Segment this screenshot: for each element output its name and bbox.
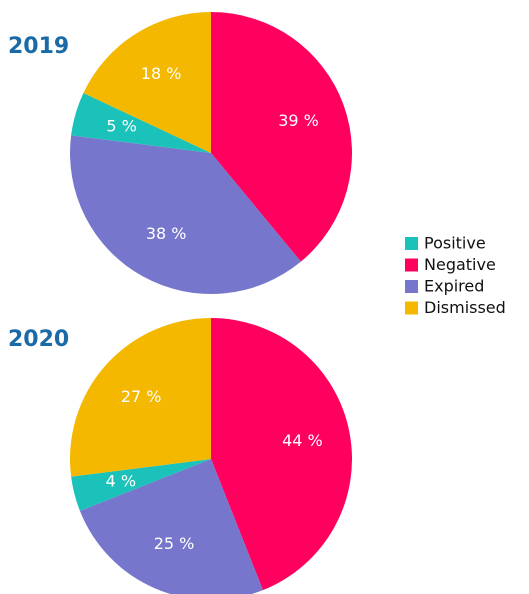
chart-title: 2019 bbox=[8, 34, 69, 59]
legend-label: Positive bbox=[424, 234, 486, 253]
legend-swatch bbox=[405, 301, 418, 315]
data-label: 27 % bbox=[121, 387, 162, 406]
data-label: 38 % bbox=[146, 224, 187, 243]
data-label: 39 % bbox=[278, 111, 319, 130]
data-label: 25 % bbox=[154, 534, 195, 553]
data-label: 18 % bbox=[141, 64, 182, 83]
pie-slice bbox=[71, 92, 212, 153]
data-label: 44 % bbox=[282, 431, 323, 450]
pie-slice bbox=[70, 135, 301, 294]
data-label: 4 % bbox=[106, 472, 136, 491]
legend-label: Expired bbox=[424, 277, 484, 296]
legend-swatch bbox=[405, 280, 418, 293]
pie-slice bbox=[79, 459, 263, 594]
chart-title: 2020 bbox=[8, 327, 69, 352]
pie-slice bbox=[69, 318, 211, 477]
pie-slice bbox=[83, 12, 211, 153]
legend-swatch bbox=[405, 258, 418, 272]
legend-label: Dismissed bbox=[424, 298, 506, 317]
legend-swatch bbox=[405, 237, 418, 250]
data-label: 5 % bbox=[106, 117, 136, 136]
pie-slice bbox=[211, 12, 352, 262]
pie-slice bbox=[71, 459, 212, 511]
legend-label: Negative bbox=[424, 255, 496, 274]
pie-slice bbox=[211, 318, 352, 591]
